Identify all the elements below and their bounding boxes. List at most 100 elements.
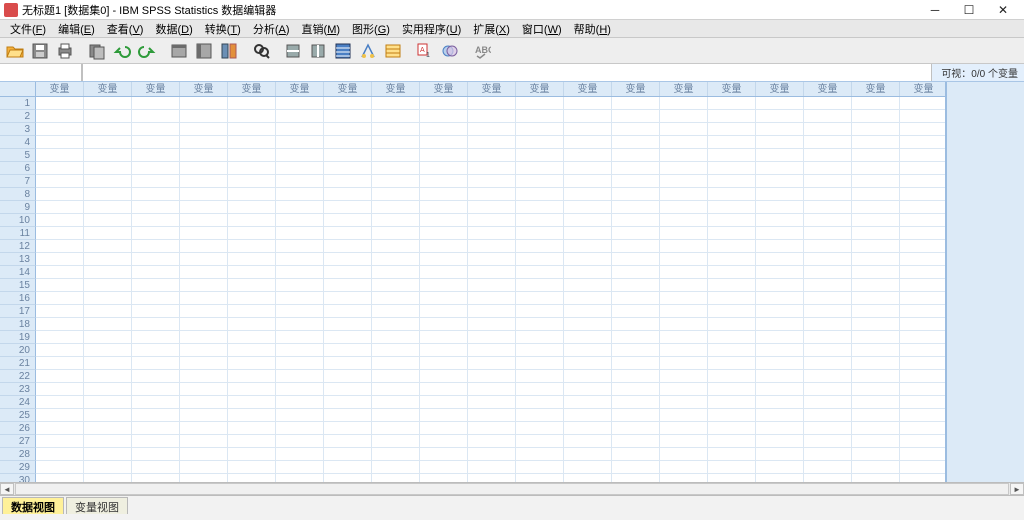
cell[interactable] [228,318,276,331]
cell[interactable] [132,266,180,279]
cell[interactable] [276,214,324,227]
cell[interactable] [564,383,612,396]
cell[interactable] [900,136,945,149]
cell[interactable] [132,422,180,435]
cell[interactable] [84,149,132,162]
cell[interactable] [372,357,420,370]
cell[interactable] [468,370,516,383]
value-labels-icon[interactable]: A1 [414,40,436,62]
cell[interactable] [132,227,180,240]
cell[interactable] [324,370,372,383]
cell[interactable] [420,162,468,175]
cell[interactable] [132,201,180,214]
cell[interactable] [276,409,324,422]
column-header[interactable]: 变量 [372,82,420,96]
cell[interactable] [36,383,84,396]
cell[interactable] [132,435,180,448]
cell[interactable] [804,474,852,482]
column-header[interactable]: 变量 [468,82,516,96]
menu-h[interactable]: 帮助(H) [568,20,617,38]
cell[interactable] [516,188,564,201]
cell[interactable] [36,305,84,318]
cell[interactable] [708,409,756,422]
cell[interactable] [516,344,564,357]
cell[interactable] [612,253,660,266]
cell[interactable] [36,188,84,201]
cell[interactable] [564,461,612,474]
print-icon[interactable] [54,40,76,62]
cell[interactable] [852,461,900,474]
cell[interactable] [804,383,852,396]
cell[interactable] [804,435,852,448]
cell[interactable] [420,266,468,279]
cell[interactable] [708,266,756,279]
cell[interactable] [612,266,660,279]
cell[interactable] [708,136,756,149]
cell[interactable] [516,201,564,214]
cell[interactable] [612,240,660,253]
cell[interactable] [516,162,564,175]
cell[interactable] [516,474,564,482]
cell[interactable] [324,318,372,331]
cell[interactable] [372,123,420,136]
cell[interactable] [132,474,180,482]
minimize-button[interactable]: ─ [918,1,952,19]
cell[interactable] [612,409,660,422]
cell[interactable] [180,201,228,214]
cell[interactable] [84,370,132,383]
cell[interactable] [372,253,420,266]
cell[interactable] [84,227,132,240]
row-header[interactable]: 9 [0,201,36,214]
cell[interactable] [756,253,804,266]
column-header[interactable]: 变量 [276,82,324,96]
cell[interactable] [276,201,324,214]
cell[interactable] [612,357,660,370]
cell[interactable] [708,305,756,318]
cell[interactable] [324,448,372,461]
cell[interactable] [612,188,660,201]
cell[interactable] [228,383,276,396]
row-header[interactable]: 30 [0,474,36,482]
cell[interactable] [804,227,852,240]
cell[interactable] [180,357,228,370]
cell[interactable] [612,214,660,227]
cell[interactable] [612,383,660,396]
row-header[interactable]: 29 [0,461,36,474]
cell[interactable] [900,149,945,162]
cell[interactable] [660,305,708,318]
cell[interactable] [756,448,804,461]
cell[interactable] [900,240,945,253]
cell[interactable] [180,162,228,175]
cell[interactable] [132,149,180,162]
cell[interactable] [372,318,420,331]
cell[interactable] [276,97,324,110]
cell[interactable] [420,253,468,266]
cell[interactable] [36,435,84,448]
cell[interactable] [708,331,756,344]
cell[interactable] [228,240,276,253]
cell[interactable] [564,266,612,279]
cell[interactable] [804,253,852,266]
cell[interactable] [900,344,945,357]
cell[interactable] [468,383,516,396]
column-header[interactable]: 变量 [228,82,276,96]
cell[interactable] [228,292,276,305]
cell[interactable] [276,344,324,357]
column-header[interactable]: 变量 [180,82,228,96]
cell[interactable] [132,396,180,409]
cell[interactable] [228,448,276,461]
recent-icon[interactable] [86,40,108,62]
column-header[interactable]: 变量 [516,82,564,96]
cell[interactable] [372,344,420,357]
cell[interactable] [324,201,372,214]
cell[interactable] [756,396,804,409]
cell[interactable] [180,383,228,396]
cell[interactable] [660,357,708,370]
cell[interactable] [420,188,468,201]
cell[interactable] [36,175,84,188]
cell[interactable] [324,474,372,482]
cell[interactable] [132,214,180,227]
cell[interactable] [324,396,372,409]
row-header[interactable]: 14 [0,266,36,279]
cell[interactable] [708,370,756,383]
